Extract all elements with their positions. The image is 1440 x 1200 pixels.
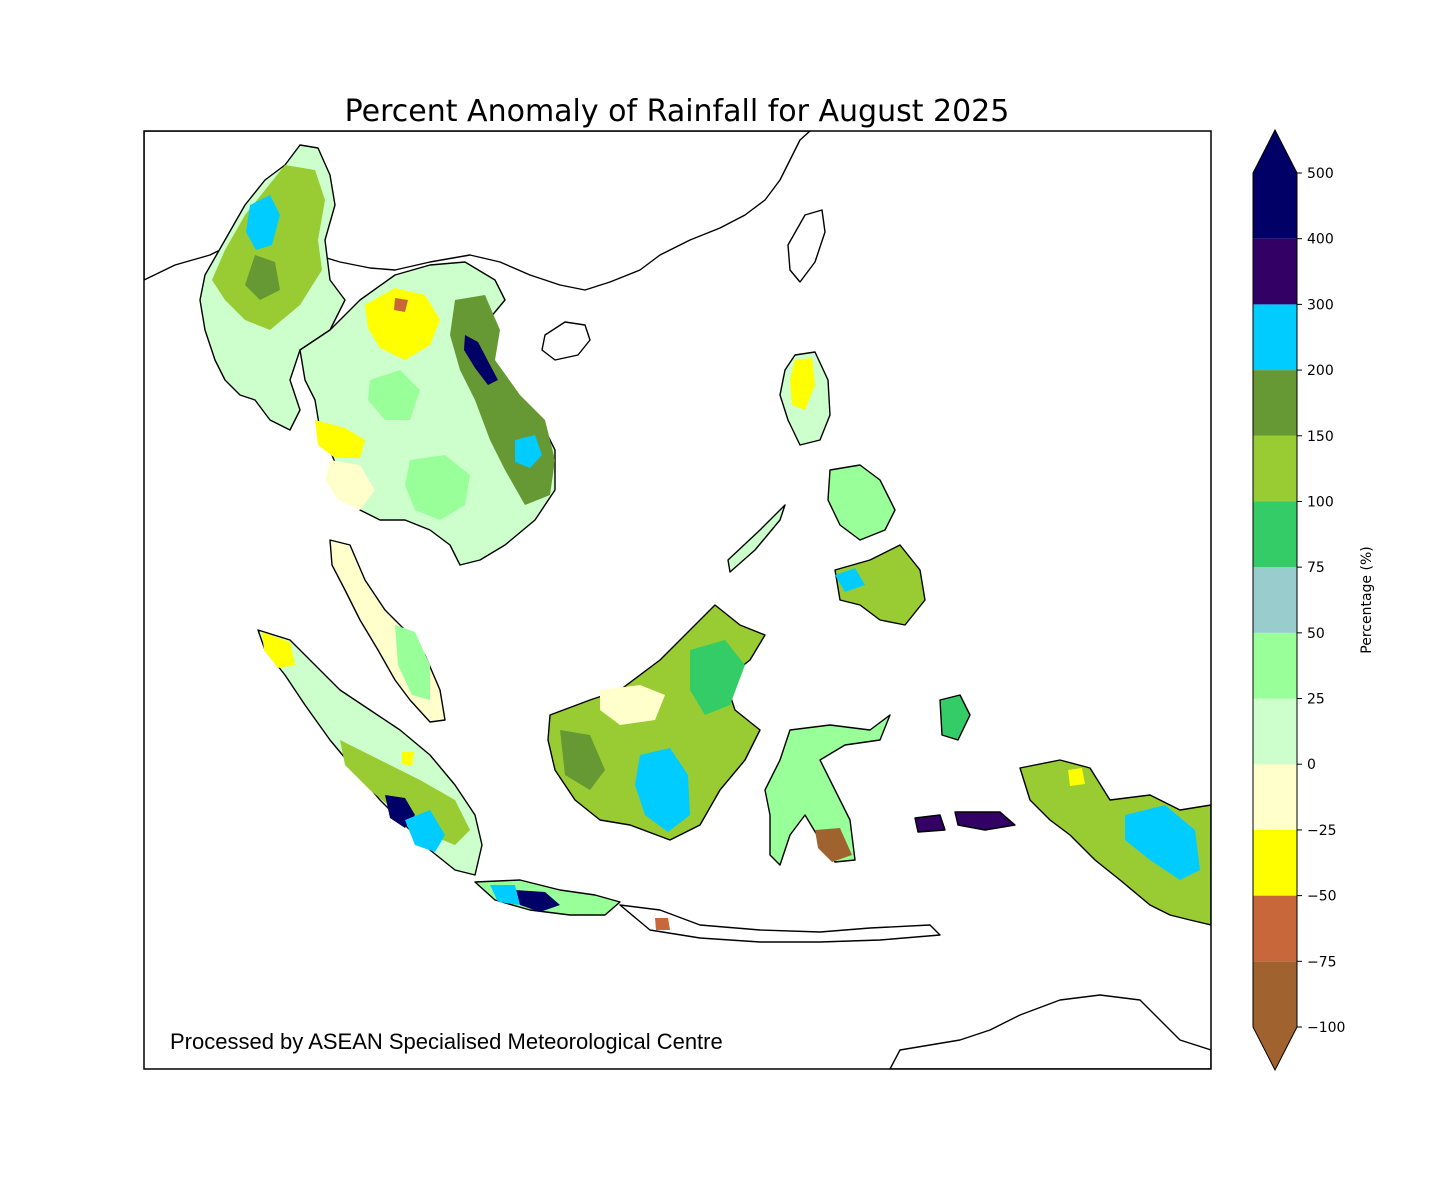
colorbar-segment bbox=[1253, 370, 1297, 436]
colorbar-tick-label: 25 bbox=[1307, 692, 1325, 708]
landmass-australia-north bbox=[889, 994, 1211, 1069]
colorbar-segment bbox=[1253, 961, 1297, 1027]
map-title: Percent Anomaly of Rainfall for August 2… bbox=[345, 94, 1010, 129]
credit-text: Processed by ASEAN Specialised Meteorolo… bbox=[170, 1029, 723, 1054]
colorbar-tick-label: 0 bbox=[1307, 757, 1316, 773]
map-frame bbox=[143, 130, 1212, 1070]
colorbar-segment bbox=[1253, 764, 1297, 830]
colorbar-tick-label: 400 bbox=[1307, 232, 1334, 248]
myanmar-cyan-patch bbox=[246, 195, 280, 250]
landmass-visayas bbox=[827, 464, 896, 541]
landmass-palawan bbox=[727, 504, 786, 573]
colorbar-tick-label: −75 bbox=[1307, 954, 1337, 970]
colorbar-segment bbox=[1253, 435, 1297, 502]
colorbar-segment bbox=[1253, 632, 1297, 699]
landmass-seram bbox=[914, 811, 1016, 833]
laos-green-area bbox=[368, 370, 420, 420]
thailand-yellow-patch bbox=[315, 420, 365, 458]
colorbar-segment bbox=[1253, 895, 1297, 962]
laos-yellow-patch bbox=[365, 288, 440, 360]
sumatra-yellow-patch-north bbox=[262, 632, 295, 668]
landmass-taiwan bbox=[787, 209, 826, 283]
landmass-mindanao bbox=[834, 544, 926, 626]
myanmar-green-band bbox=[212, 165, 325, 330]
map-panel: Processed by ASEAN Specialised Meteorolo… bbox=[143, 130, 1212, 1070]
mindanao-cyan-patch bbox=[835, 568, 865, 592]
colorbar-tick-label: −100 bbox=[1307, 1020, 1345, 1036]
colorbar-extend-low bbox=[1253, 1027, 1297, 1070]
landmass-new-guinea bbox=[1019, 759, 1211, 926]
colorbar-tick-label: −50 bbox=[1307, 889, 1337, 905]
vietnam-navy-patch bbox=[464, 335, 498, 385]
colorbar-tick-label: 75 bbox=[1307, 560, 1325, 576]
colorbar-tick-label: 500 bbox=[1307, 166, 1334, 182]
borneo-green-area bbox=[690, 640, 745, 715]
landmass-sulawesi bbox=[764, 714, 891, 866]
sumatra-green-band bbox=[340, 740, 470, 845]
colorbar-segment bbox=[1253, 173, 1297, 239]
myanmar-dark-green bbox=[245, 255, 280, 300]
landmass-halmahera bbox=[939, 694, 971, 741]
colorbar-tick-label: 50 bbox=[1307, 626, 1325, 642]
laos-brown-patch bbox=[394, 298, 408, 312]
colorbar-segment bbox=[1253, 829, 1297, 896]
malaysia-green-patch bbox=[395, 625, 430, 700]
thailand-cream-area bbox=[325, 460, 375, 510]
landmass-lesser-sunda bbox=[619, 904, 941, 943]
borneo-dark-green bbox=[560, 730, 605, 790]
colorbar-tick-label: −25 bbox=[1307, 823, 1337, 839]
colorbar-tick-label: 300 bbox=[1307, 297, 1334, 313]
borneo-cyan-patch bbox=[635, 748, 690, 832]
sumatra-cyan-patch bbox=[405, 810, 445, 852]
new-guinea-yellow-patch bbox=[1068, 768, 1085, 786]
colorbar-tick-label: 100 bbox=[1307, 494, 1334, 510]
luzon-yellow-patch bbox=[790, 358, 815, 410]
colorbar-tick-label: 200 bbox=[1307, 363, 1334, 379]
colorbar: −100 −75 −50 −25 0 25 50 75 100 150 200 300 400 500 bbox=[1252, 128, 1345, 1072]
borneo-cream-area bbox=[600, 685, 665, 725]
colorbar-extend-high bbox=[1253, 130, 1297, 173]
bali-brown-patch bbox=[655, 918, 670, 930]
colorbar-segment bbox=[1253, 698, 1297, 765]
sumatra-yellow-patch-south bbox=[402, 752, 414, 766]
colorbar-segment bbox=[1253, 567, 1297, 633]
colorbar-label: Percentage (%) bbox=[1359, 546, 1375, 653]
java-navy-patch bbox=[515, 890, 560, 912]
landmass-hainan bbox=[541, 321, 591, 361]
cambodia-green-area bbox=[405, 455, 470, 520]
colorbar-segment bbox=[1253, 304, 1297, 371]
new-guinea-cyan-patch bbox=[1125, 805, 1200, 880]
colorbar-segment bbox=[1253, 501, 1297, 568]
colorbar-segment bbox=[1253, 238, 1297, 305]
java-cyan-patch bbox=[490, 885, 520, 905]
colorbar-tick-label: 150 bbox=[1307, 429, 1334, 445]
vietnam-cyan-patch bbox=[515, 435, 542, 468]
sulawesi-brown-patch bbox=[815, 828, 852, 862]
